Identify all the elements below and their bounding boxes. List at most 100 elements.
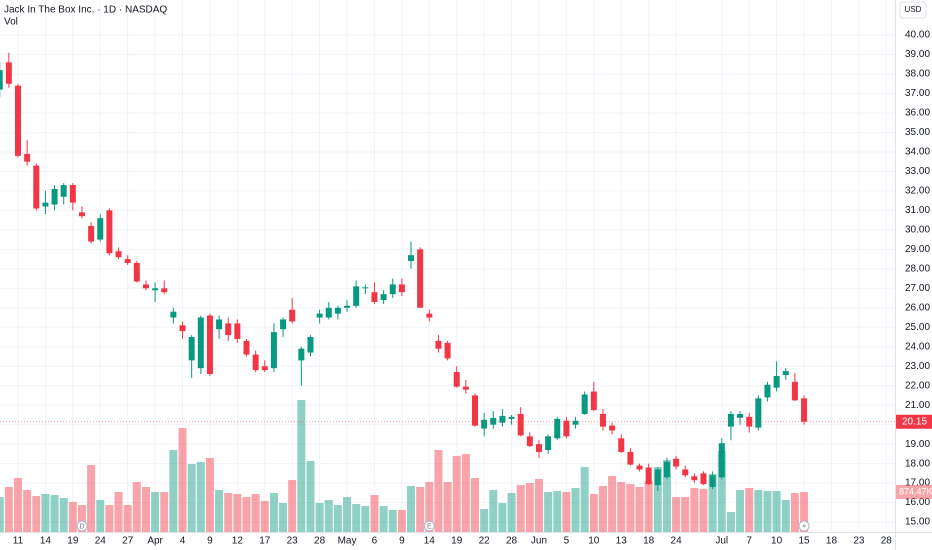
candle-body <box>152 288 159 291</box>
candle-body <box>590 391 597 411</box>
currency-box[interactable] <box>899 1 927 19</box>
candle-body <box>179 325 186 332</box>
volume-bar <box>772 491 781 532</box>
volume-bar <box>489 490 498 532</box>
volume-bar <box>790 492 799 532</box>
candle-body <box>782 371 789 375</box>
volume-bar <box>370 494 379 532</box>
candle-body <box>645 467 652 485</box>
volume-bar <box>589 493 598 532</box>
event-marker <box>423 520 435 532</box>
volume-bar <box>498 503 507 532</box>
y-tick-label: 35.00 <box>905 127 930 138</box>
candle-body <box>554 418 561 439</box>
volume-bar <box>617 482 626 532</box>
volume-bar <box>169 449 178 532</box>
y-tick-label: 38.00 <box>905 69 930 80</box>
candle-body <box>508 416 515 419</box>
volume-bar <box>4 486 13 532</box>
volume-bar <box>114 492 123 532</box>
candle-body <box>380 294 387 300</box>
x-tick-label: 11 <box>13 536 24 547</box>
x-tick-label: 24 <box>671 536 683 547</box>
x-tick-label: 4 <box>180 536 186 547</box>
y-tick-label: 15.00 <box>905 517 930 528</box>
x-tick-label: 13 <box>616 536 628 547</box>
volume-bar <box>425 482 434 532</box>
volume-bar <box>306 461 315 532</box>
volume-bar <box>534 478 543 532</box>
x-tick-label: 19 <box>67 536 79 547</box>
last-volume-box <box>896 485 932 500</box>
volume-bar <box>745 488 754 532</box>
candle-body <box>737 413 744 418</box>
volume-bar <box>41 493 50 532</box>
candle-body <box>746 416 753 427</box>
volume-bar <box>215 490 224 532</box>
y-tick-label: 27.00 <box>905 283 930 294</box>
candle-body <box>462 386 469 390</box>
x-tick-label: 28 <box>506 536 518 547</box>
volume-bar <box>717 450 726 532</box>
volume-bar <box>544 492 553 532</box>
volume-bar <box>388 510 397 532</box>
last-price-box <box>896 414 932 429</box>
candle-body <box>344 305 351 308</box>
y-tick-label: 31.00 <box>905 205 930 216</box>
candle-body <box>682 469 689 476</box>
candle-body <box>417 249 424 308</box>
candle-body <box>581 394 588 414</box>
volume-bar <box>343 497 352 532</box>
candle-body <box>654 469 661 486</box>
event-marker <box>76 520 88 532</box>
volume-bar <box>553 491 562 532</box>
volume-bar <box>571 488 580 532</box>
candle-body <box>225 323 232 336</box>
x-tick-label: 5 <box>564 536 570 547</box>
candle-body <box>398 284 405 293</box>
volume-bar <box>690 488 699 532</box>
currency[interactable]: USD <box>905 5 922 14</box>
volume-bar <box>361 506 370 532</box>
x-tick-label: 27 <box>122 536 134 547</box>
candle-body <box>718 443 725 478</box>
volume-bar <box>726 512 735 532</box>
candle-body <box>15 85 21 156</box>
candle-body <box>115 251 122 258</box>
candle-body <box>408 255 415 262</box>
volume-bar <box>525 483 534 532</box>
x-tick-label: 18 <box>826 536 838 547</box>
volume-bar <box>580 467 589 532</box>
x-tick-label: 15 <box>798 536 810 547</box>
candle-body <box>51 188 58 205</box>
x-tick-label: Jun <box>531 536 547 547</box>
event-label: E <box>427 523 432 530</box>
y-tick-label: 25.00 <box>905 322 930 333</box>
candle-body <box>572 420 579 425</box>
candle-body <box>618 438 625 452</box>
volume-bar <box>315 503 324 532</box>
x-tick-label: 9 <box>207 536 213 547</box>
volume-bar <box>123 505 132 532</box>
candle-body <box>170 311 177 318</box>
candle-body <box>709 475 716 488</box>
candle-body <box>88 225 95 242</box>
volume-bar <box>781 499 790 532</box>
y-tick-label: 40.00 <box>905 30 930 41</box>
volume-bar <box>662 460 671 532</box>
candle-body <box>673 458 680 467</box>
x-tick-label: Apr <box>147 536 163 547</box>
candle-body <box>727 413 734 427</box>
candle-body <box>599 413 606 427</box>
volume-bar <box>672 497 681 532</box>
volume-bar <box>68 501 77 532</box>
x-tick-label: 7 <box>746 536 752 547</box>
volume-bar <box>434 449 443 532</box>
candle-body <box>252 354 259 371</box>
candle-body <box>691 476 698 481</box>
volume-bar <box>598 485 607 532</box>
candle-body <box>791 381 798 401</box>
candle-body <box>5 62 12 84</box>
x-tick-label: 14 <box>424 536 436 547</box>
